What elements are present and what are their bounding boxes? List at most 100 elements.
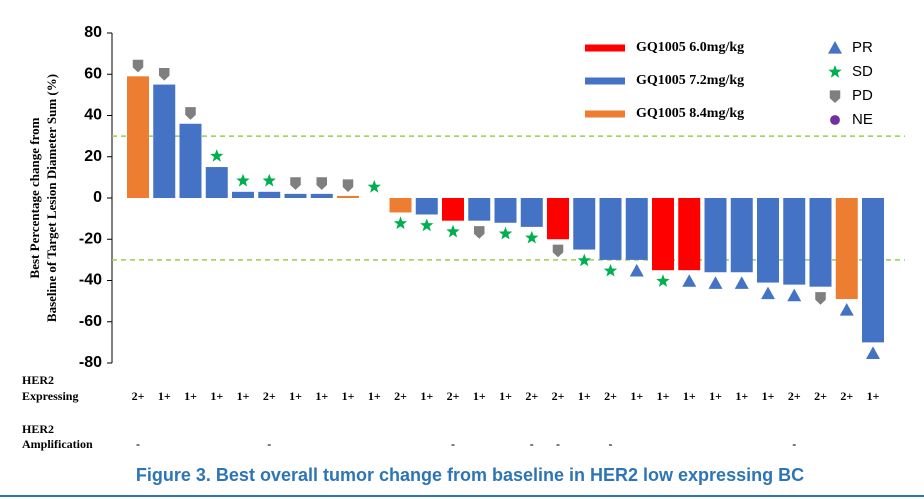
response-marker <box>185 107 196 120</box>
response-marker <box>236 173 250 187</box>
row-label: Amplification <box>22 437 93 451</box>
y-tick-label: 0 <box>93 189 102 206</box>
response-marker <box>159 67 170 81</box>
legend-marker <box>829 90 841 103</box>
her2-expressing: 2+ <box>814 389 827 403</box>
bar <box>573 198 596 250</box>
her2-expressing: 1+ <box>762 389 775 403</box>
legend-marker <box>828 41 842 54</box>
response-marker <box>603 263 618 277</box>
bar <box>862 198 884 343</box>
legend-marker <box>830 115 840 125</box>
her2-amplification: - <box>136 437 140 451</box>
her2-expressing: 1+ <box>342 389 355 403</box>
y-tick-label: 20 <box>84 148 102 165</box>
her2-expressing: 1+ <box>210 389 223 403</box>
response-marker <box>682 274 697 287</box>
row-label: HER2 <box>22 422 54 436</box>
response-marker <box>342 179 354 192</box>
her2-amplification: - <box>267 437 271 451</box>
bar <box>232 191 254 198</box>
response-marker <box>629 263 644 277</box>
y-tick-label: -60 <box>79 313 102 330</box>
bar <box>179 123 202 198</box>
her2-amplification: - <box>451 437 455 451</box>
response-marker <box>552 244 564 258</box>
row-label: Expressing <box>22 389 78 403</box>
legend-label: GQ1005 7.2mg/kg <box>636 73 744 88</box>
legend-label: GQ1005 6.0mg/kg <box>636 40 744 55</box>
her2-expressing: 2+ <box>132 389 145 403</box>
response-marker <box>525 230 539 244</box>
her2-amplification: - <box>556 437 560 451</box>
bar <box>205 167 228 198</box>
legend-marker <box>828 65 842 78</box>
row-label: HER2 <box>22 373 54 387</box>
y-tick-label: -80 <box>79 354 102 371</box>
response-marker <box>734 276 749 289</box>
response-marker <box>761 286 775 300</box>
response-marker <box>474 226 485 239</box>
her2-amplification: - <box>609 437 613 451</box>
her2-expressing: 2+ <box>552 389 565 403</box>
bar <box>153 84 176 198</box>
her2-expressing: 1+ <box>683 389 696 403</box>
response-marker <box>446 224 460 238</box>
response-marker <box>420 218 434 232</box>
bar <box>625 198 648 260</box>
response-marker <box>656 274 670 287</box>
her2-expressing: 1+ <box>630 389 643 403</box>
response-marker <box>577 253 591 267</box>
her2-expressing: 1+ <box>315 389 328 403</box>
her2-expressing: 1+ <box>289 389 302 403</box>
y-tick-label: 40 <box>84 107 102 124</box>
bar <box>415 198 438 215</box>
bar <box>730 198 753 273</box>
legend-label: GQ1005 8.4mg/kg <box>636 106 744 121</box>
her2-amplification: - <box>530 437 534 451</box>
bar <box>337 195 359 198</box>
response-marker <box>210 149 224 162</box>
bar <box>678 198 701 271</box>
her2-expressing: 1+ <box>473 389 486 403</box>
legend-label: NE <box>852 111 873 128</box>
her2-expressing: 1+ <box>499 389 512 403</box>
her2-expressing: 1+ <box>420 389 433 403</box>
bar <box>494 198 517 223</box>
her2-expressing: 2+ <box>263 389 276 403</box>
her2-expressing: 2+ <box>394 389 407 403</box>
y-tick-label: -20 <box>79 230 102 247</box>
bar <box>809 198 832 287</box>
her2-expressing: 2+ <box>525 389 538 403</box>
bar <box>547 198 569 240</box>
her2-expressing: 1+ <box>867 389 880 403</box>
bar <box>783 198 806 285</box>
bar <box>520 198 543 227</box>
bar <box>599 198 622 260</box>
her2-expressing: 1+ <box>368 389 381 403</box>
bar <box>389 198 412 213</box>
bar <box>757 198 779 283</box>
bar <box>127 76 149 198</box>
response-marker <box>866 346 880 359</box>
her2-expressing: 1+ <box>158 389 171 403</box>
bar <box>704 198 727 273</box>
her2-expressing: 2+ <box>447 389 460 403</box>
y-tick-label: 80 <box>84 24 102 41</box>
her2-expressing: 2+ <box>788 389 801 403</box>
y-axis-label: Best Percentage change from <box>27 117 42 278</box>
her2-expressing: 2+ <box>604 389 617 403</box>
legend-label: PR <box>852 39 873 56</box>
response-marker <box>708 276 723 289</box>
response-marker <box>132 59 144 73</box>
response-marker <box>393 216 408 230</box>
bar <box>284 193 307 198</box>
y-axis-label: Baseline of Target Lesion Diameter Sum (… <box>44 74 59 322</box>
response-marker <box>367 180 381 193</box>
her2-amplification: - <box>792 437 796 451</box>
response-marker <box>290 177 301 190</box>
her2-expressing: 1+ <box>657 389 670 403</box>
bar <box>652 198 674 271</box>
response-marker <box>262 173 276 187</box>
